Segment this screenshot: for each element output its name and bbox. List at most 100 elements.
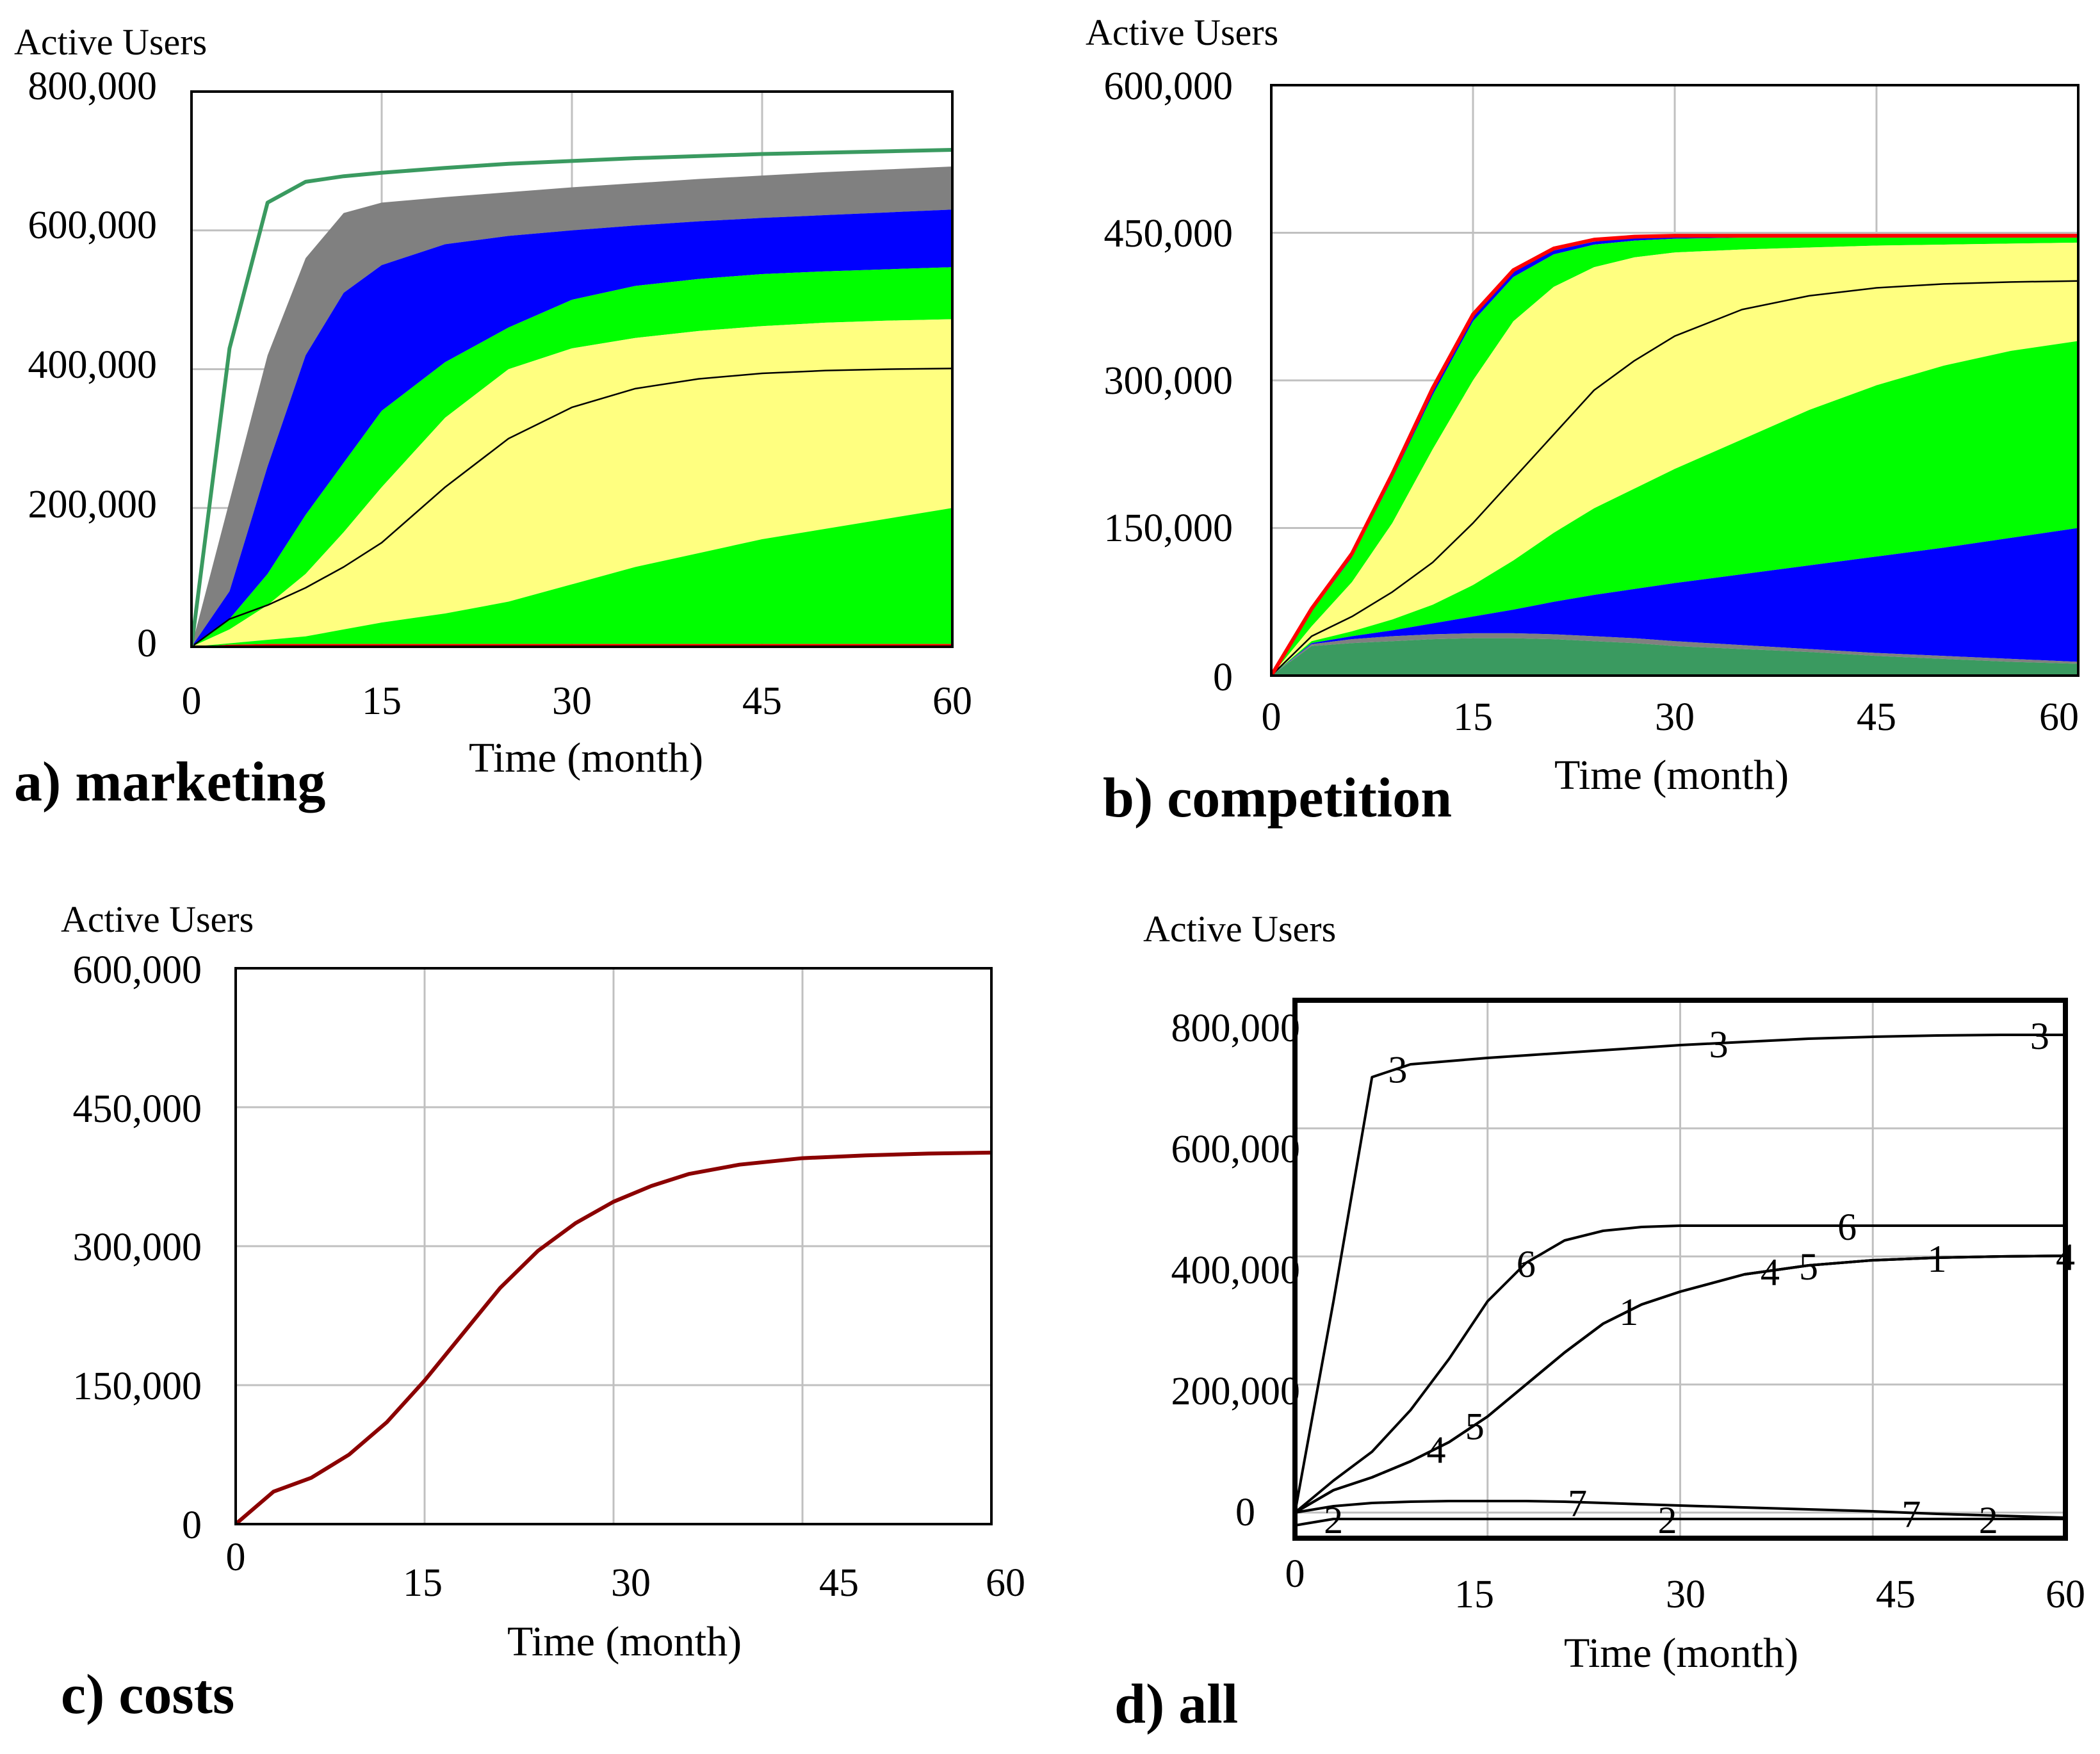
caption-marketing: a) marketing [14, 751, 325, 813]
caption-all: d) all [1114, 1673, 1238, 1735]
x-tick-label: 30 [1666, 1573, 1705, 1616]
panel-competition: Active Users 0 150,000 300,000 450,000 6… [1086, 12, 2080, 829]
series-marker-6: 6 [1837, 1206, 1857, 1248]
y-tick-label: 800,000 [28, 65, 158, 108]
series-marker-4: 4 [1427, 1429, 1446, 1471]
y-tick-label: 0 [182, 1504, 202, 1547]
series-marker-3: 3 [1709, 1023, 1729, 1066]
x-tick-label: 60 [2039, 695, 2079, 739]
y-tick-label: 600,000 [1104, 65, 1233, 108]
line-layer [191, 148, 952, 647]
y-tick-label: 400,000 [28, 343, 158, 387]
series-marker-2: 2 [1979, 1499, 1998, 1541]
panel-costs: Active Users 0 150,000 300,000 450,000 6… [61, 898, 1025, 1726]
series-line-7 [1295, 1500, 2065, 1519]
y-tick-label: 600,000 [1171, 1128, 1301, 1171]
y-tick-label: 0 [137, 622, 157, 665]
series-line-6 [1295, 1224, 2065, 1514]
y-axis-label-all: Active Users [1143, 908, 1336, 950]
x-tick-label: 45 [742, 679, 782, 723]
x-tick-label: 15 [362, 679, 402, 723]
y-tick-label: 800,000 [1171, 1007, 1301, 1050]
x-tick-label: 0 [226, 1536, 246, 1579]
plot-frame [1292, 998, 2068, 1541]
area-band-green [1271, 238, 2078, 676]
x-axis-label-competition: Time (month) [1554, 752, 1789, 799]
series-marker-2: 2 [1324, 1499, 1343, 1541]
series-marker-5: 5 [1799, 1246, 1818, 1288]
x-tick-label: 15 [1453, 695, 1493, 739]
plot-area-costs [234, 967, 993, 1525]
y-tick-label: 300,000 [1104, 359, 1233, 403]
y-tick-label: 150,000 [73, 1365, 202, 1408]
area-band-yellow [1271, 242, 2078, 676]
x-tick-label: 60 [932, 679, 972, 723]
x-axis-label-marketing: Time (month) [469, 735, 703, 781]
series-marker-5: 5 [1465, 1405, 1485, 1447]
caption-competition: b) competition [1103, 767, 1452, 829]
caption-costs: c) costs [61, 1664, 234, 1726]
area-band-green [1271, 341, 2078, 676]
line-layer [236, 1150, 991, 1524]
area-band-gray [1271, 633, 2078, 676]
series-layer [1271, 236, 2078, 676]
series-line-baseline [1271, 280, 2078, 676]
x-tick-label: 45 [1876, 1573, 1916, 1616]
x-tick-label: 60 [2046, 1573, 2085, 1616]
y-tick-label: 400,000 [1171, 1249, 1301, 1292]
area-band-blue [191, 209, 952, 647]
x-tick-label: 0 [182, 679, 202, 723]
line-layer [1271, 234, 2078, 676]
x-tick-label: 30 [611, 1561, 651, 1605]
area-band-green [191, 267, 952, 647]
series-marker-3: 3 [1388, 1049, 1407, 1091]
series-marker-3: 3 [2030, 1015, 2049, 1057]
y-axis-label-costs: Active Users [61, 898, 254, 940]
plot-frame [190, 90, 954, 648]
area-band-yellow [191, 319, 952, 647]
y-tick-label: 600,000 [73, 948, 202, 992]
series-marker-7: 7 [1568, 1482, 1587, 1525]
x-tick-label: 15 [403, 1561, 443, 1605]
y-axis-label-competition: Active Users [1086, 12, 1278, 53]
gridlines [236, 968, 991, 1524]
y-tick-label: 450,000 [1104, 212, 1233, 256]
x-tick-label: 30 [1655, 695, 1695, 739]
plot-area-competition [1270, 84, 2080, 677]
series-line-5 [1295, 1255, 2065, 1514]
x-tick-label: 30 [552, 679, 592, 723]
y-tick-label: 200,000 [1171, 1370, 1301, 1413]
y-tick-label: 200,000 [28, 483, 158, 526]
series-line-upper [191, 148, 952, 647]
series-marker-4: 4 [1761, 1251, 1780, 1293]
y-axis-label-marketing: Active Users [14, 21, 207, 63]
x-axis-label-all: Time (month) [1564, 1630, 1798, 1677]
series-marker-1: 1 [1619, 1291, 1638, 1333]
series-line-2 [1295, 1518, 2065, 1527]
panel-marketing: Active Users 0 200,000 400,000 600,000 8… [14, 21, 972, 813]
y-tick-label: 450,000 [73, 1087, 202, 1131]
y-tick-label: 300,000 [73, 1226, 202, 1269]
series-line-top [1271, 234, 2078, 676]
area-band-dark_green [1271, 638, 2078, 676]
x-tick-label: 15 [1454, 1573, 1494, 1616]
series-layer [191, 166, 952, 647]
x-axis-label-costs: Time (month) [507, 1618, 742, 1665]
x-tick-label: 0 [1262, 695, 1282, 739]
x-tick-label: 0 [1285, 1552, 1305, 1596]
plot-area-marketing [190, 90, 954, 648]
series-line-3 [1295, 1034, 2065, 1513]
series-line-baseline [191, 368, 952, 647]
series-marker-2: 2 [1657, 1499, 1677, 1541]
area-band-blue [1271, 528, 2078, 676]
x-tick-label: 45 [819, 1561, 859, 1605]
line-layer [1295, 1034, 2065, 1527]
plot-frame [234, 967, 993, 1525]
y-tick-label: 0 [1235, 1491, 1255, 1534]
y-tick-label: 150,000 [1104, 507, 1233, 550]
x-tick-label: 45 [1857, 695, 1896, 739]
y-tick-label: 0 [1213, 656, 1233, 699]
x-tick-label: 60 [986, 1561, 1025, 1605]
plot-frame [1270, 84, 2080, 677]
